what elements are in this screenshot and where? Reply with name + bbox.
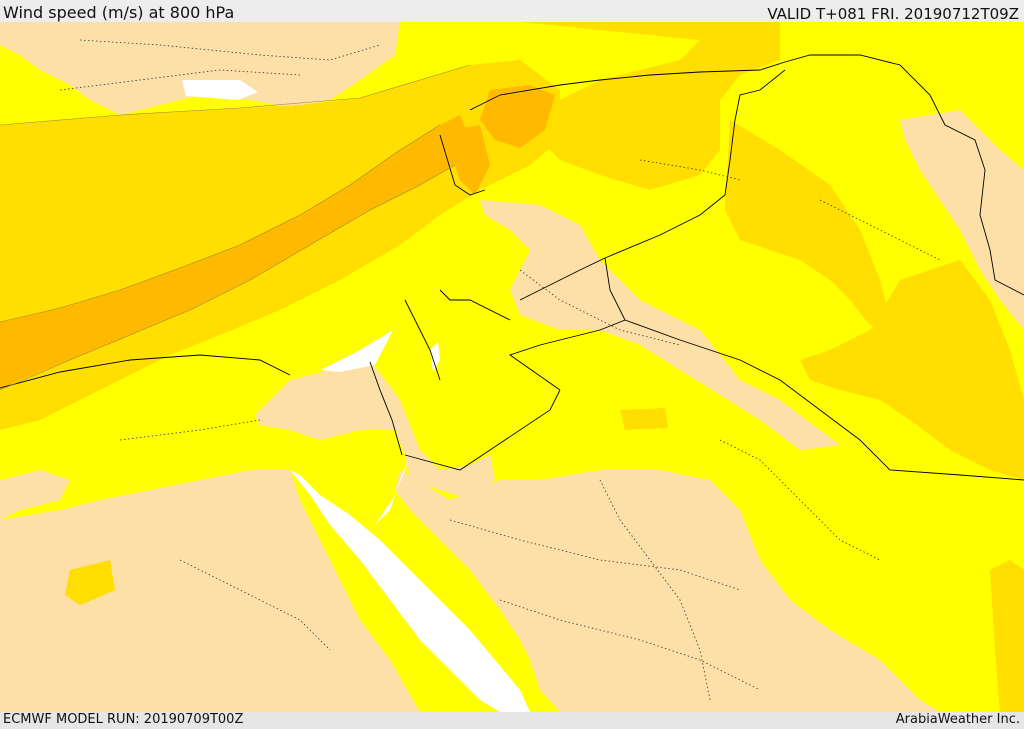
- dead-sea: [430, 342, 440, 372]
- credit-label: ArabiaWeather Inc.: [895, 712, 1020, 727]
- wind-contours: [0, 64, 471, 391]
- map-canvas: [0, 22, 1024, 712]
- valid-time: VALID T+081 FRI. 20190712T09Z: [767, 5, 1019, 23]
- band-3-jet: [0, 115, 470, 390]
- band-2-iraq: [725, 120, 890, 325]
- map-footer: ECMWF MODEL RUN: 20190709T00Z ArabiaWeat…: [0, 712, 1024, 729]
- calm-area-arabia: [395, 470, 940, 712]
- levant-coast-water: [320, 330, 393, 372]
- band-2-syria: [520, 22, 780, 190]
- admin-boundaries: [59, 39, 941, 701]
- band-3-coast: [450, 125, 490, 195]
- country-borders: [0, 54, 1024, 481]
- red-sea: [290, 470, 530, 712]
- calm-area-levant: [480, 200, 840, 450]
- band-2-east: [800, 260, 1024, 480]
- calm-area-gulf: [900, 110, 1024, 330]
- calm-area-west-desert: [0, 470, 70, 520]
- band-2-spot-jordan: [620, 408, 668, 430]
- calm-area-north: [0, 22, 400, 115]
- calm-area-egypt: [0, 470, 420, 712]
- model-run-label: ECMWF MODEL RUN: 20190709T00Z: [3, 712, 244, 727]
- wind-speed-map[interactable]: [0, 22, 1024, 712]
- band-2-southeast: [990, 560, 1024, 712]
- map-title: Wind speed (m/s) at 800 hPa: [3, 3, 235, 22]
- calm-area-sinai: [255, 360, 495, 500]
- lake-van: [182, 80, 258, 100]
- map-header: Wind speed (m/s) at 800 hPa VALID T+081 …: [0, 0, 1024, 23]
- band-3-turkey: [480, 85, 555, 148]
- band-2-spot-nile: [65, 560, 115, 605]
